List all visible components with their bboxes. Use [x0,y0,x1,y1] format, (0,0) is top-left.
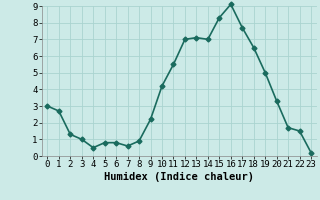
X-axis label: Humidex (Indice chaleur): Humidex (Indice chaleur) [104,172,254,182]
